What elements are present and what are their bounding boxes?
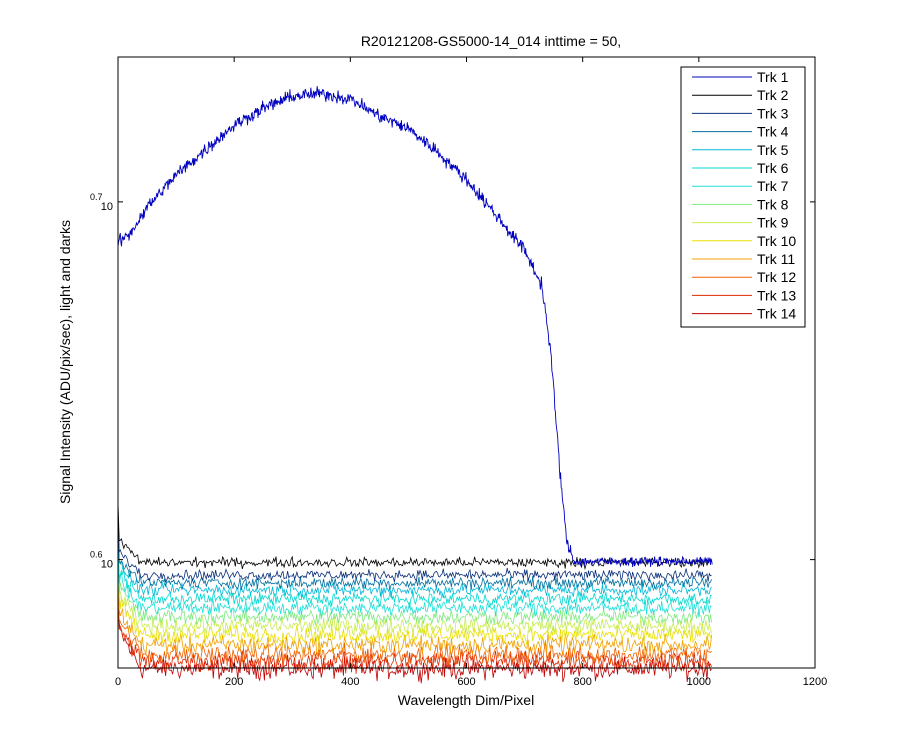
series-line-trk-7 [117, 535, 712, 618]
series-line-trk-6 [117, 533, 712, 609]
x-tick-label: 800 [573, 676, 591, 688]
x-tick-label: 400 [341, 676, 359, 688]
legend-label-trk-12: Trk 12 [757, 269, 796, 285]
series-line-trk-12 [117, 577, 712, 667]
series-line-trk-3 [117, 506, 712, 583]
y-tick-label-exponent: 0.6 [90, 550, 103, 560]
legend-label-trk-8: Trk 8 [757, 196, 789, 212]
legend-label-trk-13: Trk 13 [757, 287, 796, 303]
legend: Trk 1 Trk 2 Trk 3 Trk 4 Trk 5 Trk 6 Trk 7 Trk 8… [680, 66, 806, 328]
legend-label-trk-5: Trk 5 [757, 142, 789, 158]
series-line-trk-5 [117, 518, 712, 598]
y-tick-label-exponent: 0.7 [90, 192, 103, 202]
x-tick-label: 0 [115, 676, 121, 688]
chart-title: R20121208-GS5000-14_014 inttime = 50, [361, 33, 621, 49]
x-axis-label: Wavelength Dim/Pixel [398, 692, 534, 708]
legend-label-trk-9: Trk 9 [757, 215, 789, 231]
series-line-trk-9 [117, 555, 712, 637]
series-line-trk-8 [117, 543, 712, 626]
y-tick-label-base: 10 [101, 559, 113, 571]
x-tick-label: 600 [457, 676, 475, 688]
series-layer [117, 86, 713, 684]
legend-label-trk-2: Trk 2 [757, 87, 789, 103]
legend-box [680, 66, 806, 328]
legend-label-trk-10: Trk 10 [757, 233, 796, 249]
legend-label-trk-6: Trk 6 [757, 160, 789, 176]
legend-label-trk-4: Trk 4 [757, 124, 789, 140]
y-axis-label: Signal Intensity (ADU/pix/sec), light an… [57, 220, 73, 504]
legend-label-trk-14: Trk 14 [757, 306, 796, 322]
x-tick-label: 1000 [687, 676, 711, 688]
x-tick-label: 1200 [803, 676, 827, 688]
y-tick-label-base: 10 [101, 201, 113, 213]
series-line-trk-13 [117, 589, 712, 674]
series-line-trk-1 [117, 86, 713, 568]
legend-label-trk-3: Trk 3 [757, 105, 789, 121]
x-tick-label: 200 [225, 676, 243, 688]
legend-label-trk-11: Trk 11 [757, 251, 795, 267]
legend-label-trk-1: Trk 1 [757, 69, 789, 85]
series-line-trk-4 [117, 516, 712, 591]
series-line-trk-11 [117, 565, 712, 657]
legend-label-trk-7: Trk 7 [757, 178, 789, 194]
series-group [117, 86, 713, 684]
series-line-trk-14 [117, 584, 712, 684]
series-line-trk-10 [117, 560, 712, 646]
